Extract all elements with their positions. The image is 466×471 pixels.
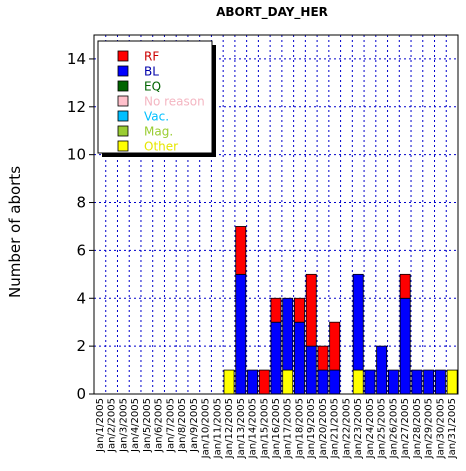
bar-rf-21 — [329, 321, 341, 371]
bar-rf-13 — [235, 226, 247, 275]
y-tick-label: 2 — [76, 337, 86, 355]
bar-rf-19 — [305, 273, 317, 347]
legend-swatch — [117, 110, 129, 122]
bar-bl-20 — [317, 369, 329, 395]
x-tick-label: Jan/24/2005 — [365, 398, 376, 459]
bar-other-12 — [223, 369, 235, 395]
bar-bl-18 — [294, 321, 305, 395]
bar-bl-17 — [282, 297, 294, 371]
legend-swatch — [117, 95, 129, 107]
x-tick-label: Jan/27/2005 — [400, 398, 411, 459]
legend-swatch — [117, 65, 129, 77]
bar-bl-27 — [399, 297, 411, 395]
x-tick-label: Jan/23/2005 — [353, 398, 364, 459]
bar-rf-27 — [399, 273, 411, 299]
bar-bl-13 — [235, 273, 247, 395]
x-ticks: Jan/1/2005 Jan/2/2005 Jan/3/2005 Jan/4/2005… — [95, 398, 458, 459]
bar-rf-18 — [294, 297, 305, 323]
legend-swatch — [117, 50, 129, 62]
x-tick-label: Jan/14/2005 — [248, 398, 259, 459]
x-tick-label: Jan/25/2005 — [377, 398, 388, 459]
bar-bl-19 — [305, 345, 317, 395]
bar-other-31 — [446, 369, 458, 395]
bar-bl-24 — [364, 369, 376, 395]
legend-label: No reason — [144, 95, 205, 109]
x-tick-label: Jan/11/2005 — [212, 398, 223, 459]
x-tick-label: Jan/5/2005 — [142, 398, 153, 453]
legend-swatch — [117, 125, 129, 137]
bar-other-17 — [282, 369, 294, 395]
chart-title: ABORT_DAY_HER — [216, 5, 328, 20]
x-tick-label: Jan/29/2005 — [424, 398, 435, 459]
bar-rf-15 — [258, 369, 270, 395]
legend-label: RF — [144, 50, 159, 64]
bar-bl-21 — [329, 369, 341, 395]
bar-bl-16 — [270, 321, 282, 395]
x-tick-label: Jan/8/2005 — [177, 398, 188, 453]
x-tick-label: Jan/4/2005 — [130, 398, 141, 453]
x-tick-label: Jan/18/2005 — [294, 398, 305, 459]
x-tick-label: Jan/3/2005 — [118, 398, 129, 453]
y-tick-label: 8 — [76, 194, 86, 212]
y-tick-label: 0 — [76, 385, 86, 403]
legend-label: BL — [144, 65, 159, 79]
bar-bl-29 — [423, 369, 435, 395]
legend-label: EQ — [144, 80, 161, 94]
y-tick-label: 4 — [76, 289, 86, 307]
x-tick-label: Jan/26/2005 — [388, 398, 399, 459]
x-tick-label: Jan/15/2005 — [259, 398, 270, 459]
y-tick-label: 14 — [67, 50, 86, 68]
x-tick-label: Jan/2/2005 — [107, 398, 118, 453]
y-axis-label: Number of aborts — [6, 166, 24, 298]
legend-swatch — [117, 140, 129, 152]
x-tick-label: Jan/6/2005 — [154, 398, 165, 453]
x-tick-label: Jan/28/2005 — [412, 398, 423, 459]
x-tick-label: Jan/17/2005 — [283, 398, 294, 459]
legend-label: Vac. — [144, 110, 169, 124]
x-tick-label: Jan/30/2005 — [435, 398, 446, 459]
x-tick-label: Jan/13/2005 — [236, 398, 247, 459]
bar-rf-16 — [270, 297, 282, 323]
x-tick-label: Jan/20/2005 — [318, 398, 329, 459]
bar-other-23 — [352, 369, 364, 395]
bar-bl-25 — [376, 345, 388, 395]
bars — [223, 226, 458, 395]
x-tick-label: Jan/22/2005 — [341, 398, 352, 459]
legend-box — [97, 40, 213, 154]
x-tick-label: Jan/12/2005 — [224, 398, 235, 459]
x-tick-label: Jan/16/2005 — [271, 398, 282, 459]
x-tick-label: Jan/1/2005 — [95, 398, 106, 453]
bar-rf-20 — [317, 345, 329, 371]
plot-frame — [93, 34, 459, 395]
x-tick-label: Jan/31/2005 — [447, 398, 458, 459]
bar-bl-26 — [387, 369, 399, 395]
x-tick-label: Jan/21/2005 — [330, 398, 341, 459]
bar-bl-28 — [411, 369, 423, 395]
y-tick-label: 12 — [67, 98, 86, 116]
x-tick-label: Jan/10/2005 — [201, 398, 212, 459]
y-ticks: 0 2 4 6 8 10 12 14 — [67, 50, 94, 403]
legend-swatch — [117, 80, 129, 92]
x-tick-label: Jan/19/2005 — [306, 398, 317, 459]
bar-bl-14 — [247, 369, 258, 395]
legend-label: Other — [144, 140, 178, 154]
y-tick-label: 6 — [76, 241, 86, 259]
x-tick-label: Jan/7/2005 — [165, 398, 176, 453]
bar-bl-30 — [434, 369, 446, 395]
x-tick-label: Jan/9/2005 — [189, 398, 200, 453]
bar-bl-23 — [352, 273, 364, 371]
y-tick-label: 10 — [67, 146, 86, 164]
legend-label: Mag. — [144, 125, 173, 139]
